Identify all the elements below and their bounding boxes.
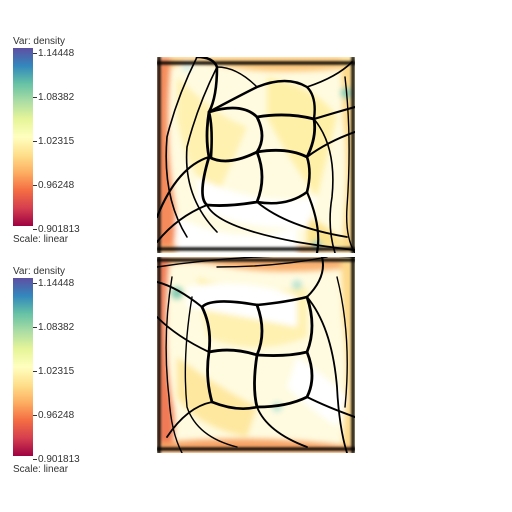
legend-tick: 1.02315 — [33, 367, 74, 377]
legend-tick: 0.96248 — [33, 411, 74, 421]
legend-scale-label: Scale: linear — [13, 464, 69, 475]
legend-tick-min: 0.901813 — [33, 225, 80, 235]
legend-title: Var: density — [13, 36, 66, 47]
density-plot-bottom[interactable] — [157, 257, 355, 453]
legend-tick-min: 0.901813 — [33, 455, 80, 465]
legend-title: Var: density — [13, 266, 66, 277]
legend-tick-max: 1.14448 — [33, 279, 74, 289]
density-plot-top[interactable] — [157, 57, 355, 253]
legend-tick-max: 1.14448 — [33, 49, 74, 59]
colorbar-legend-bottom: Var: density 1.14448 1.08382 1.02315 0.9… — [0, 266, 120, 496]
density-field — [157, 257, 355, 453]
legend-tick: 1.08382 — [33, 93, 74, 103]
colorbar-legend-top: Var: density 1.14448 1.08382 1.02315 0.9… — [0, 36, 120, 266]
legend-tick: 1.08382 — [33, 323, 74, 333]
density-field — [157, 57, 355, 253]
legend-tick: 1.02315 — [33, 137, 74, 147]
legend-tick: 0.96248 — [33, 181, 74, 191]
colorbar-gradient — [13, 48, 33, 226]
colorbar-gradient — [13, 278, 33, 456]
legend-scale-label: Scale: linear — [13, 234, 69, 245]
